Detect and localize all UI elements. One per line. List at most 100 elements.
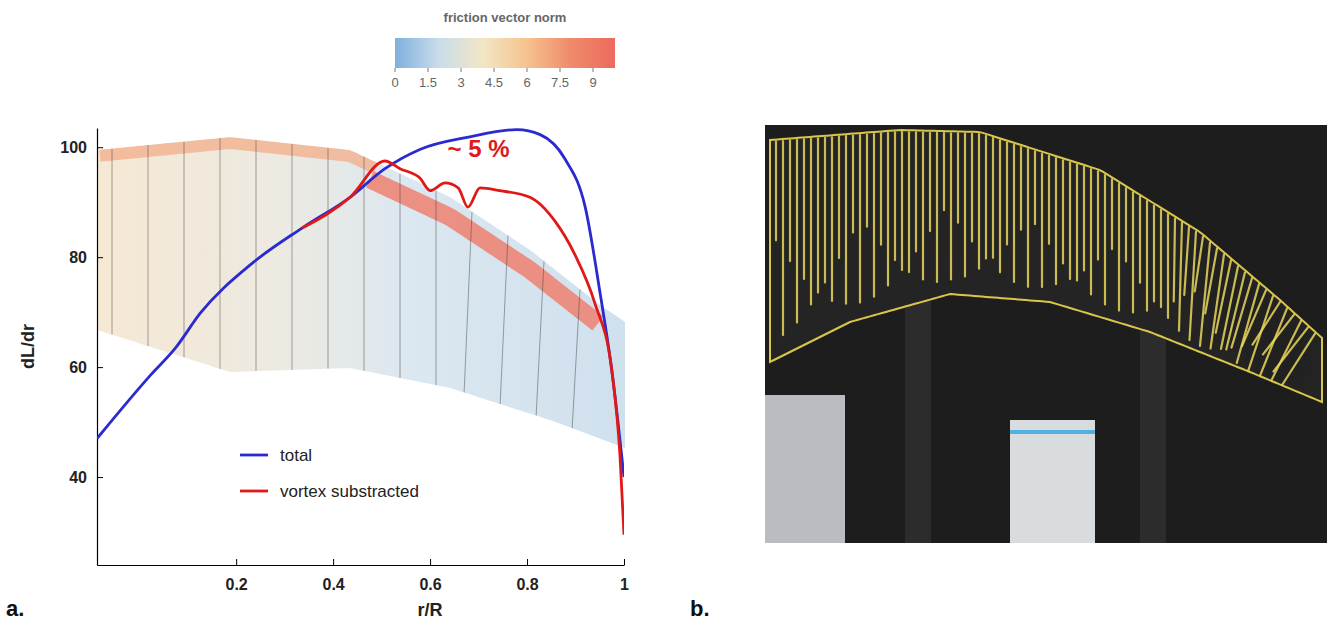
x-tick-mark (333, 559, 334, 565)
streamline (184, 141, 185, 357)
oil-streak (1069, 163, 1071, 280)
oil-streak (1104, 175, 1106, 304)
oil-streak (929, 133, 931, 231)
oil-streak (1006, 143, 1008, 245)
oil-streak (880, 133, 882, 244)
oil-streak (1139, 197, 1141, 283)
streamline (436, 190, 437, 385)
oil-streak (1111, 179, 1113, 249)
streamline (536, 261, 544, 418)
y-tick-label: 60 (69, 359, 87, 376)
colorbar-tick-label: 6 (523, 75, 530, 90)
x-tick-label: 0.2 (226, 576, 248, 593)
y-tick-mark (97, 477, 103, 478)
oil-streak (1242, 290, 1266, 346)
oil-streak (985, 136, 987, 258)
oil-streak (845, 136, 847, 304)
photo-object (1010, 420, 1095, 543)
streamline (220, 138, 221, 369)
oil-streak (775, 142, 777, 241)
photo-background (765, 125, 1327, 543)
oil-streak (866, 135, 868, 227)
y-tick-mark (97, 367, 103, 368)
x-tick-mark (527, 559, 528, 565)
oil-streak (971, 134, 973, 242)
oil-streak (1160, 210, 1162, 307)
figure: 0.20.40.60.81406080100r/RdL/dr~ 5 %total… (0, 0, 1335, 626)
photo-blade (770, 130, 1322, 402)
oil-streak (1216, 260, 1231, 332)
streamline (400, 174, 401, 379)
y-tick-label: 100 (60, 139, 87, 156)
panel-label: a. (6, 596, 24, 621)
legend-label: vortex substracted (280, 482, 419, 501)
oil-streak (1020, 147, 1022, 230)
streamline (464, 212, 472, 395)
y-tick: 100 (60, 139, 103, 156)
y-axis: 406080100 (60, 129, 103, 566)
colorbar-tick-label: 0 (391, 75, 398, 90)
photo-object (905, 290, 931, 543)
colorbar-tick-label: 1.5 (419, 75, 437, 90)
streamline (572, 289, 580, 431)
legend-swatch (240, 454, 268, 457)
colorbar-tick (527, 68, 528, 72)
streamline (256, 140, 257, 371)
colorbar-tick (461, 68, 462, 72)
friction-band (370, 179, 598, 323)
x-tick-mark (430, 559, 431, 565)
y-tick: 80 (69, 249, 103, 266)
oil-streak (1076, 165, 1078, 281)
oil-streak (1184, 227, 1189, 295)
oil-streak (1195, 237, 1203, 292)
colorbar-tick (560, 68, 561, 72)
oil-streak (873, 134, 875, 297)
oil-streak (901, 132, 903, 270)
x-tick-label: 0.6 (419, 576, 441, 593)
y-tick-mark (97, 257, 103, 258)
legend-label: total (280, 446, 312, 465)
oil-streak (1132, 192, 1134, 312)
oil-streak (1268, 321, 1301, 387)
oil-streak (1034, 151, 1036, 224)
oil-streak (999, 140, 1001, 272)
colorbar-tick-label: 9 (589, 75, 596, 90)
x-tick: 0.2 (226, 559, 248, 593)
oil-streak (943, 133, 945, 210)
x-tick: 0.8 (516, 559, 538, 593)
friction-band (100, 143, 376, 168)
oil-streak (1062, 160, 1064, 263)
oil-streak (796, 140, 798, 322)
x-tick: 0.6 (419, 559, 441, 593)
streamline (292, 144, 293, 370)
streamline (148, 145, 149, 346)
streamline (112, 149, 113, 335)
colorbar-title: friction vector norm (444, 10, 567, 25)
oil-streak (817, 138, 819, 292)
y-tick-label: 80 (69, 249, 87, 266)
oil-streak (1258, 308, 1287, 381)
oil-streak (992, 138, 994, 258)
oil-streak (1013, 145, 1015, 282)
x-tick: 0.4 (322, 559, 344, 593)
oil-streak (831, 137, 833, 301)
photo-panel (765, 125, 1327, 543)
colorbar-tick-label: 7.5 (551, 75, 569, 90)
oil-streak (782, 141, 784, 335)
oil-streak (950, 133, 952, 279)
oil-streak (887, 133, 889, 286)
x-tick-label: 1 (620, 576, 629, 593)
oil-streak (1167, 214, 1169, 318)
photo-object (1010, 430, 1095, 434)
oil-streak (824, 138, 826, 283)
x-tick-mark (624, 559, 625, 565)
oil-streak (1083, 167, 1085, 271)
oil-streak (1048, 156, 1050, 244)
x-tick: 1 (620, 559, 629, 593)
oil-streak (1263, 315, 1294, 355)
oil-streak (1027, 149, 1029, 287)
oil-streak (810, 139, 812, 305)
oil-streak (1274, 327, 1309, 371)
colorbar-tick-label: 3 (457, 75, 464, 90)
photo-object (765, 395, 845, 543)
